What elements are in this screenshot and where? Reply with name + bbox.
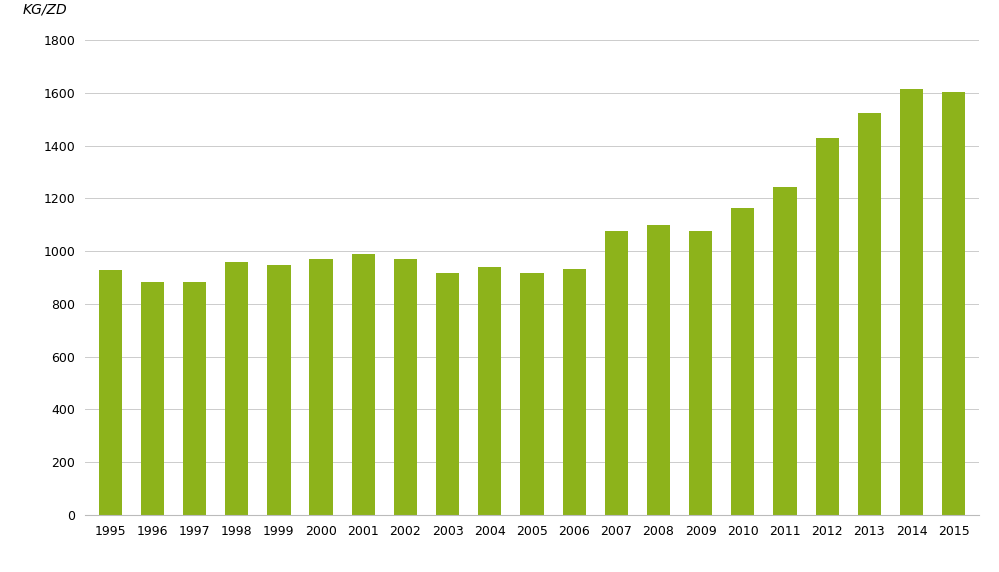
Bar — [562, 269, 585, 515]
Bar — [900, 89, 923, 515]
Bar — [394, 259, 417, 515]
Bar — [815, 138, 839, 515]
Bar — [689, 231, 712, 515]
Bar — [479, 267, 501, 515]
Bar — [183, 282, 206, 515]
Bar — [141, 282, 164, 515]
Bar — [604, 231, 628, 515]
Bar — [436, 273, 460, 515]
Bar — [773, 186, 796, 515]
Bar — [647, 225, 670, 515]
Bar — [942, 92, 965, 515]
Bar — [99, 269, 122, 515]
Bar — [268, 265, 291, 515]
Bar — [225, 261, 249, 515]
Bar — [731, 208, 754, 515]
Bar — [858, 113, 881, 515]
Text: KG/ZD: KG/ZD — [22, 2, 67, 16]
Bar — [352, 254, 375, 515]
Bar — [520, 273, 543, 515]
Bar — [310, 260, 333, 515]
